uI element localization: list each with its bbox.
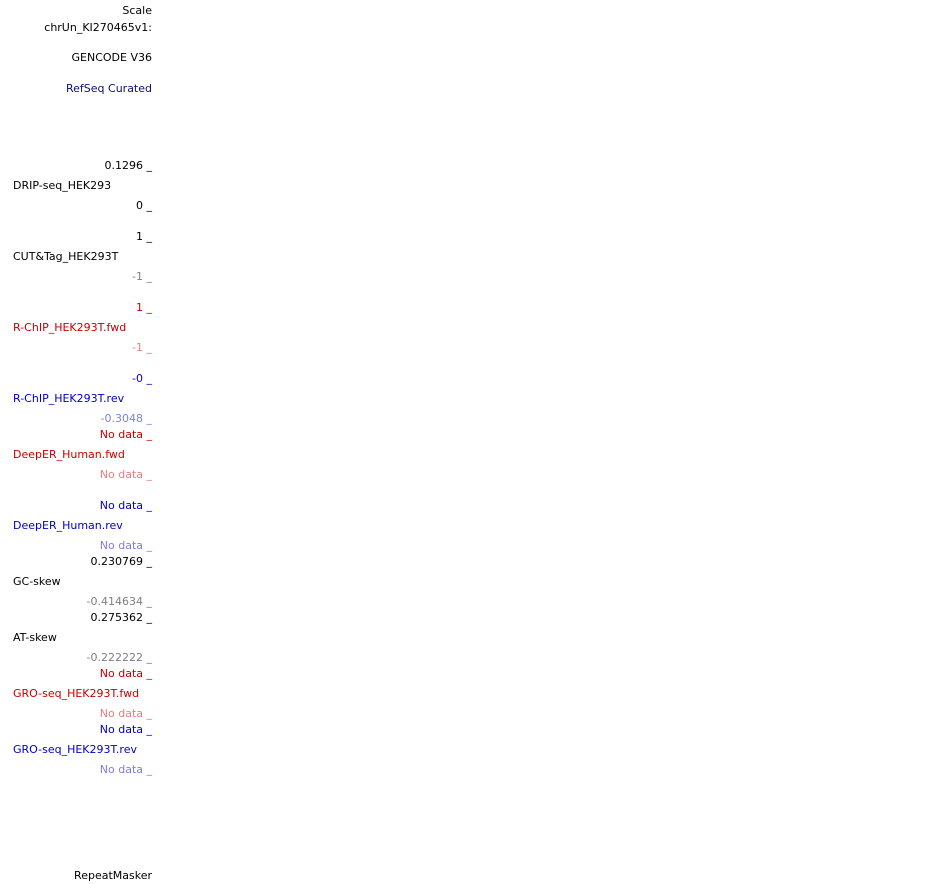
drip-min-value: 0 _ [136, 199, 152, 212]
gro-rev-max-value: No data _ [99, 723, 152, 736]
track-label-rchip-rev[interactable]: R-ChIP_HEK293T.rev [13, 392, 125, 405]
at-skew-max-value: 0.275362 _ [90, 611, 152, 624]
at-skew-min-value: -0.222222 _ [86, 651, 152, 664]
gc-skew-min-value: -0.414634 _ [86, 595, 152, 608]
track-label-cuttag[interactable]: CUT&Tag_HEK293T [13, 250, 119, 263]
gro-rev-min-value: No data _ [99, 763, 152, 776]
track-label-gencode[interactable]: GENCODE V36 [71, 51, 152, 64]
rchip-fwd-min-value: -1 _ [132, 341, 152, 354]
rchip-rev-max-value: -0 _ [132, 372, 152, 385]
cuttag-min-value: -1 _ [132, 270, 152, 283]
deeper-fwd-min-value: No data _ [99, 468, 152, 481]
track-label-gro-fwd[interactable]: GRO-seq_HEK293T.fwd [13, 687, 140, 700]
gc-skew-max-value: 0.230769 _ [90, 555, 152, 568]
track-label-gro-rev[interactable]: GRO-seq_HEK293T.rev [13, 743, 137, 756]
track-label-gc-skew[interactable]: GC-skew [13, 575, 61, 588]
deeper-fwd-max-value: No data _ [99, 428, 152, 441]
rchip-fwd-max-value: 1 _ [136, 301, 152, 314]
track-label-repeatmasker[interactable]: RepeatMasker [74, 869, 152, 882]
scale-label: Scale [122, 4, 152, 17]
track-label-at-skew[interactable]: AT-skew [13, 631, 57, 644]
cuttag-max-value: 1 _ [136, 230, 152, 243]
chromosome-label: chrUn_KI270465v1: [44, 21, 152, 34]
track-label-deeper-fwd[interactable]: DeepER_Human.fwd [13, 448, 125, 461]
track-label-rchip-fwd[interactable]: R-ChIP_HEK293T.fwd [13, 321, 127, 334]
rchip-rev-min-value: -0.3048 _ [100, 412, 152, 425]
gro-fwd-max-value: No data _ [99, 667, 152, 680]
drip-max-value: 0.1296 _ [104, 159, 153, 172]
track-label-deeper-rev[interactable]: DeepER_Human.rev [13, 519, 123, 532]
deeper-rev-max-value: No data _ [99, 499, 152, 512]
gro-fwd-min-value: No data _ [99, 707, 152, 720]
track-label-refseq[interactable]: RefSeq Curated [66, 82, 152, 95]
track-label-drip[interactable]: DRIP-seq_HEK293 [13, 179, 112, 192]
deeper-rev-min-value: No data _ [99, 539, 152, 552]
